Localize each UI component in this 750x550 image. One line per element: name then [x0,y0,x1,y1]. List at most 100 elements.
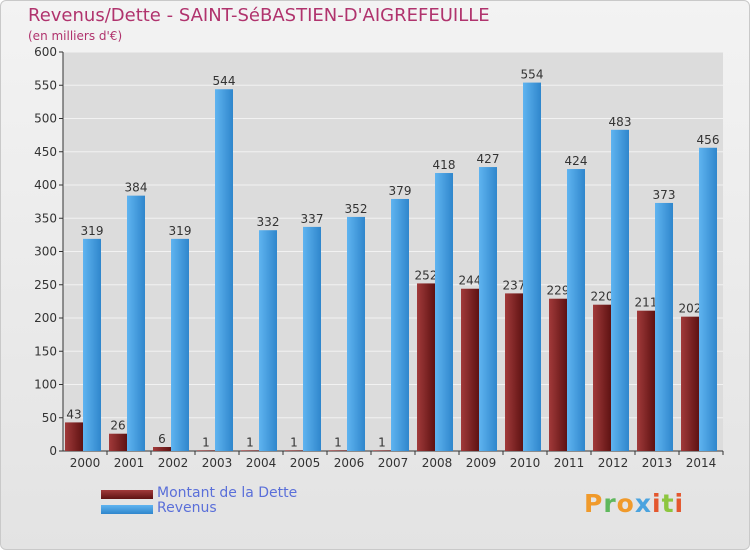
data-label-revenus: 544 [213,74,236,88]
logo-letter: x [634,489,652,518]
bar-dette [593,304,611,451]
data-label-dette: 1 [202,435,210,449]
data-label-revenus: 418 [433,158,456,172]
logo-letter: t [661,489,675,518]
bar-dette [549,298,567,451]
chart-title: Revenus/Dette - SAINT-SéBASTIEN-D'AIGREF… [28,5,490,26]
data-label-revenus: 424 [565,154,588,168]
data-label-dette: 43 [66,407,81,421]
bar-dette [109,433,127,451]
y-tick-label: 0 [49,444,57,458]
y-tick-label: 150 [34,344,57,358]
data-label-dette: 220 [591,290,614,304]
y-tick-label: 300 [34,245,57,259]
bar-dette [373,450,391,451]
bar-revenus [391,198,409,451]
bar-revenus [83,238,101,451]
x-tick-label: 2000 [70,456,101,470]
bar-revenus [215,89,233,452]
y-tick-label: 350 [34,211,57,225]
y-tick-label: 550 [34,78,57,92]
data-label-revenus: 332 [257,215,280,229]
logo-letter: i [674,489,685,518]
x-tick-label: 2002 [158,456,189,470]
y-tick-label: 250 [34,278,57,292]
data-label-revenus: 319 [169,224,192,238]
bar-revenus [523,82,541,451]
bar-dette [417,283,435,451]
bar-dette [153,447,171,451]
data-label-dette: 244 [459,274,482,288]
y-tick-label: 500 [34,112,57,126]
x-tick-label: 2005 [290,456,321,470]
x-tick-label: 2003 [202,456,233,470]
legend-swatch-dette [101,490,153,499]
bar-revenus [303,226,321,451]
data-label-revenus: 384 [125,181,148,195]
y-tick-label: 450 [34,145,57,159]
data-label-revenus: 319 [81,224,104,238]
bar-dette [65,422,83,451]
data-label-dette: 1 [290,435,298,449]
bar-dette [241,450,259,451]
logo-letter: r [603,489,617,518]
bar-revenus [479,167,497,452]
bar-revenus [567,169,585,452]
x-tick-label: 2006 [334,456,365,470]
data-label-dette: 211 [635,296,658,310]
bar-dette [637,310,655,451]
x-tick-label: 2010 [510,456,541,470]
legend-label-revenus: Revenus [157,500,217,516]
x-tick-label: 2001 [114,456,145,470]
data-label-dette: 229 [547,284,570,298]
bar-revenus [347,216,365,451]
y-tick-label: 400 [34,178,57,192]
chart-subtitle: (en milliers d'€) [28,29,123,43]
x-tick-label: 2012 [598,456,629,470]
x-tick-label: 2007 [378,456,409,470]
bar-revenus [171,238,189,451]
data-label-revenus: 427 [477,152,500,166]
data-label-dette: 1 [334,435,342,449]
x-tick-label: 2008 [422,456,453,470]
x-tick-label: 2009 [466,456,497,470]
y-tick-label: 50 [42,411,57,425]
y-tick-label: 600 [34,45,57,59]
bar-revenus [435,173,453,451]
data-label-revenus: 456 [697,133,720,147]
x-tick-label: 2013 [642,456,673,470]
x-tick-label: 2011 [554,456,585,470]
bar-revenus [611,129,629,451]
data-label-dette: 252 [415,268,438,282]
bar-revenus [259,230,277,451]
bar-revenus [655,202,673,451]
data-label-dette: 6 [158,432,166,446]
logo-letter: o [616,489,635,518]
bar-dette [285,450,303,451]
logo-letter: P [584,489,604,518]
bar-revenus [127,195,145,451]
x-tick-label: 2014 [686,456,717,470]
data-label-dette: 1 [246,435,254,449]
bar-revenus [699,147,717,451]
legend-swatch-revenus [101,505,153,514]
data-label-revenus: 554 [521,68,544,82]
data-label-dette: 237 [503,278,526,292]
bar-dette [329,450,347,451]
data-label-revenus: 373 [653,188,676,202]
data-label-revenus: 379 [389,184,412,198]
bar-dette [197,450,215,451]
data-label-dette: 1 [378,435,386,449]
y-tick-label: 200 [34,311,57,325]
bar-dette [681,316,699,451]
proxiti-logo: Proxiti [584,489,684,518]
data-label-revenus: 337 [301,212,324,226]
logo-letter: i [652,489,662,518]
bar-dette [505,293,523,451]
data-label-dette: 202 [679,302,702,316]
legend-label-dette: Montant de la Dette [157,485,298,501]
bar-dette [461,288,479,451]
data-label-revenus: 483 [609,115,632,129]
